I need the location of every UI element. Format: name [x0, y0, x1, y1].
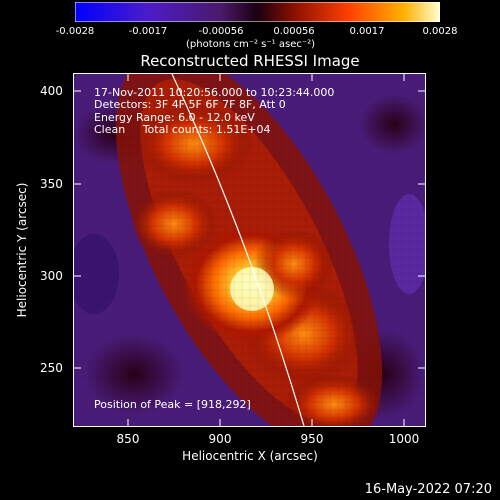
colorbar-tick: 0.0028	[422, 26, 458, 37]
colorbar-tick: -0.00056	[198, 26, 244, 37]
peak-position-text: Position of Peak = [918,292]	[94, 398, 251, 411]
time-range-text: 17-Nov-2011 10:20:56.000 to 10:23:44.000	[94, 86, 335, 99]
colorbar-tick: 0.00056	[273, 26, 315, 37]
axis-ticks	[73, 73, 426, 427]
y-tick-label: 350	[40, 177, 63, 191]
colorbar-tick: 0.0017	[349, 26, 385, 37]
colorbar-tick: -0.0017	[128, 26, 168, 37]
x-tick-label: 850	[116, 432, 140, 446]
detectors-text: Detectors: 3F 4F 5F 6F 7F 8F, Att 0	[94, 98, 286, 111]
x-tick-label: 1000	[388, 432, 420, 446]
colorbar-tick: -0.0028	[55, 26, 95, 37]
image-title: Reconstructed RHESSI Image	[140, 52, 360, 70]
y-axis-label: Heliocentric Y (arcsec)	[15, 182, 29, 318]
footer-date: 16-May-2022 07:20	[364, 482, 492, 497]
y-tick-label: 300	[40, 269, 63, 283]
y-tick-label: 400	[40, 84, 63, 98]
colorbar-units: (photons cm⁻² s⁻¹ asec⁻²)	[186, 39, 316, 50]
clean-counts-text: Clean Total counts: 1.51E+04	[94, 123, 271, 136]
energy-range-text: Energy Range: 6.0 - 12.0 keV	[94, 111, 255, 124]
x-axis-label: Heliocentric X (arcsec)	[182, 449, 318, 463]
solar-limb-line	[171, 74, 305, 426]
rhessi-image	[74, 74, 425, 426]
x-tick-label: 900	[208, 432, 232, 446]
plot-frame	[73, 73, 426, 427]
x-tick-label: 950	[300, 432, 324, 446]
y-tick-label: 250	[40, 361, 63, 375]
colorbar	[75, 2, 440, 22]
